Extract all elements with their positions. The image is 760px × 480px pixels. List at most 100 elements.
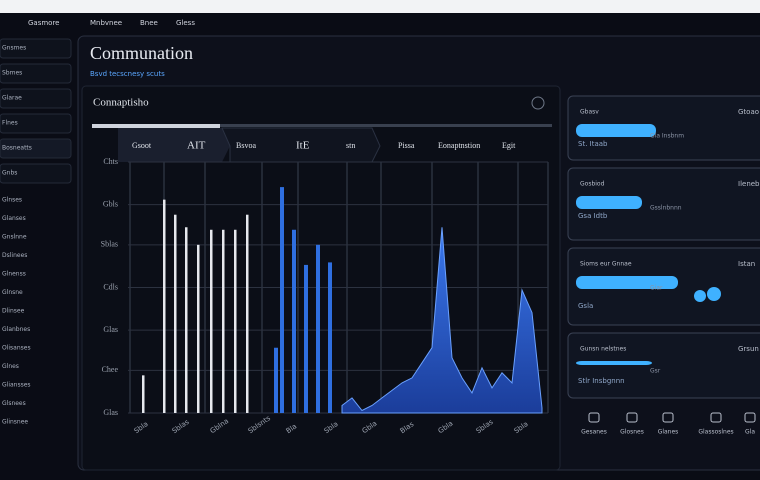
card[interactable] [567,95,760,161]
bar [328,262,332,413]
card-note: Gsslnbnnn [650,205,682,212]
card-label: Stlr Insbgnnn [578,377,625,385]
bar [316,244,320,413]
sidebar-item[interactable]: Glinsnee [2,419,28,426]
bar [304,264,308,413]
panel-underline [92,124,220,128]
sidebar-item[interactable]: Gnslnne [2,234,27,241]
sidebar-item[interactable]: Bosneatts [2,145,32,152]
card-text: Gtoao [738,108,759,116]
icon[interactable] [588,412,600,423]
tab-label[interactable]: Pissa [398,141,415,150]
card[interactable] [567,332,760,399]
icon-label: Gesanes [581,429,607,436]
sidebar-item[interactable]: Glnsne [2,289,23,296]
panel-underline-rest [220,124,552,127]
sidebar-box [0,163,72,184]
settings-icon[interactable] [531,96,545,110]
icon-label: Gla [745,429,755,436]
bar [234,229,237,413]
sidebar-item[interactable]: Glsnees [2,400,26,407]
card[interactable] [567,167,760,241]
nav-item[interactable]: Bnee [140,19,158,27]
sidebar-box [0,63,72,84]
bar [280,187,284,413]
top-bar [0,0,760,13]
progress-bar [576,124,656,137]
y-tick-label: Chts [103,157,118,166]
icon[interactable] [662,412,674,423]
progress-bar [576,276,678,289]
nav-item[interactable]: Mnbvnee [90,19,122,27]
tab-label[interactable]: ItE [296,140,310,152]
bar [174,214,177,413]
bar [163,199,166,413]
sidebar-box [0,88,72,109]
nav-item[interactable]: Gasmore [28,19,60,27]
bar [222,229,225,413]
sidebar-item[interactable]: Glnenss [2,271,26,278]
sidebar-item[interactable]: Glnses [2,197,22,204]
sidebar-item[interactable]: Flnes [2,120,18,127]
card-text: Istan [738,260,755,268]
tab-label[interactable]: Egit [502,141,516,150]
dot [694,290,706,302]
sidebar-item[interactable]: Glarae [2,95,22,102]
sidebar-item[interactable]: Dlinsee [2,308,25,315]
sidebar-item[interactable]: Dslinees [2,252,27,259]
sidebar-box [0,38,72,59]
dot [707,287,721,301]
y-tick-label: Cdls [103,282,118,291]
sidebar-box [0,113,72,134]
icon-label: Glosnes [620,429,644,436]
bar [142,375,145,413]
bar [274,347,278,413]
tab-label[interactable]: AIT [187,140,206,152]
bar [185,227,188,413]
sidebar-item[interactable]: Glnes [2,363,19,370]
sidebar-item[interactable]: Glanses [2,215,26,222]
icon[interactable] [744,412,756,423]
progress-bar [576,196,642,209]
sidebar-item[interactable]: Gnbs [2,170,17,177]
panel-title: Connaptisho [93,97,149,109]
sidebar-item[interactable]: Gliansses [2,382,31,389]
icon-label: Glassoslnes [698,429,733,436]
card-note: Gla Insbnm [650,133,684,140]
y-tick-label: Sblas [101,240,118,249]
card-label: Gsla [578,302,593,310]
y-tick-label: Chee [102,365,119,374]
progress-bar [576,361,652,365]
tab-label[interactable]: Gsoot [132,141,152,150]
nav-item[interactable]: Gless [176,19,195,27]
tab-label[interactable]: Eonaptnstion [438,141,480,150]
bar [197,244,200,413]
y-tick-label: Glas [103,325,118,334]
tab-label[interactable]: Bsvoa [236,141,256,150]
area [341,227,543,414]
card-label: St. Itaab [578,140,608,148]
sidebar-item[interactable]: Sbmes [2,70,22,77]
sidebar-box [0,138,72,159]
y-tick-label: Gbls [103,199,118,208]
tab-label[interactable]: stn [346,141,355,150]
card-text: Ileneb [738,180,760,188]
sidebar-item[interactable]: Gnsmes [2,45,26,52]
bar [246,214,249,413]
sidebar-item[interactable]: Glanbnes [2,326,30,333]
card-title: Gbasv [580,109,599,116]
icon-label: Glanes [658,429,679,436]
icon[interactable] [626,412,638,423]
sidebar-item[interactable]: Olisanses [2,345,31,352]
icon[interactable] [710,412,722,423]
bar [210,229,213,413]
card-title: Sioms eur Gnnae [580,261,632,268]
card-title: Gosbiod [580,181,605,188]
bar [292,229,296,413]
card-note: Giar [650,285,663,292]
card-note: Gsr [650,368,661,375]
active-tab [118,128,230,162]
y-tick-label: Glas [103,408,118,417]
card-title: Gunsn nelstnes [580,346,626,353]
